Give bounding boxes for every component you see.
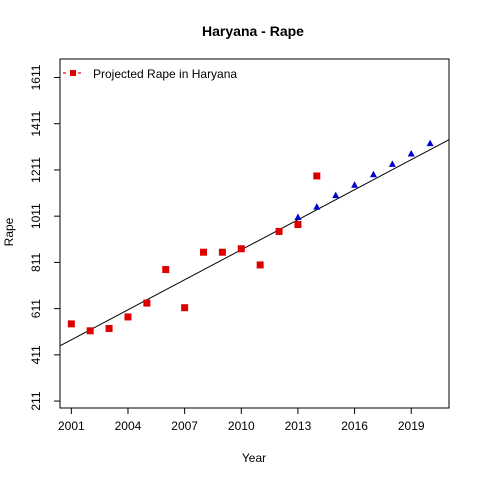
data-point-triangle <box>388 160 396 167</box>
data-point-square <box>237 245 245 253</box>
x-axis-title: Year <box>242 451 266 465</box>
legend: Projected Rape in Haryana <box>63 67 237 81</box>
data-point-square <box>200 248 208 256</box>
data-point-square <box>294 220 302 228</box>
data-point-square <box>181 304 189 312</box>
y-tick-label: 1211 <box>29 157 43 183</box>
data-point-triangle <box>351 181 359 188</box>
y-tick-label: 1611 <box>29 64 43 90</box>
data-point-square <box>124 313 132 321</box>
data-point-square <box>218 248 226 256</box>
data-point-triangle <box>407 149 415 157</box>
data-point-square <box>67 320 75 328</box>
data-points-layer <box>67 139 434 335</box>
plot-frame <box>59 58 450 409</box>
x-tick-label: 2016 <box>341 419 368 433</box>
data-point-square <box>86 327 94 335</box>
y-axis: 211 411 611 811 1011 1211 1411 1611 <box>29 64 60 411</box>
x-tick-label: 2013 <box>285 419 312 433</box>
data-point-square <box>162 266 170 274</box>
x-tick-label: 2007 <box>171 419 198 433</box>
x-tick-label: 2010 <box>228 419 255 433</box>
x-tick-label: 2004 <box>115 419 142 433</box>
y-tick-label: 811 <box>29 253 43 272</box>
data-point-triangle <box>426 139 434 147</box>
y-tick-label: 1011 <box>29 203 43 229</box>
data-point-triangle <box>294 213 302 221</box>
x-tick-label: 2019 <box>398 419 425 433</box>
y-tick-label: 411 <box>29 345 43 364</box>
y-tick-label: 1411 <box>29 110 43 136</box>
data-point-square <box>313 172 321 180</box>
y-axis-title: Rape <box>2 217 16 246</box>
y-tick-label: 211 <box>29 391 43 410</box>
legend-marker <box>70 70 76 76</box>
y-tick-label: 611 <box>29 299 43 318</box>
legend-label: Projected Rape in Haryana <box>93 67 237 81</box>
data-point-triangle <box>369 170 377 178</box>
trend-line <box>59 139 450 347</box>
data-point-square <box>143 299 151 307</box>
data-point-triangle <box>332 191 340 199</box>
chart-title: Haryana - Rape <box>202 23 304 39</box>
data-point-square <box>105 324 113 332</box>
trend-line-layer <box>59 139 450 347</box>
x-tick-label: 2001 <box>58 419 85 433</box>
data-point-square <box>256 261 264 269</box>
data-point-triangle <box>313 203 321 210</box>
data-point-square <box>275 227 283 235</box>
x-axis: 2001 2004 2007 2010 2013 2016 2019 <box>58 408 425 433</box>
